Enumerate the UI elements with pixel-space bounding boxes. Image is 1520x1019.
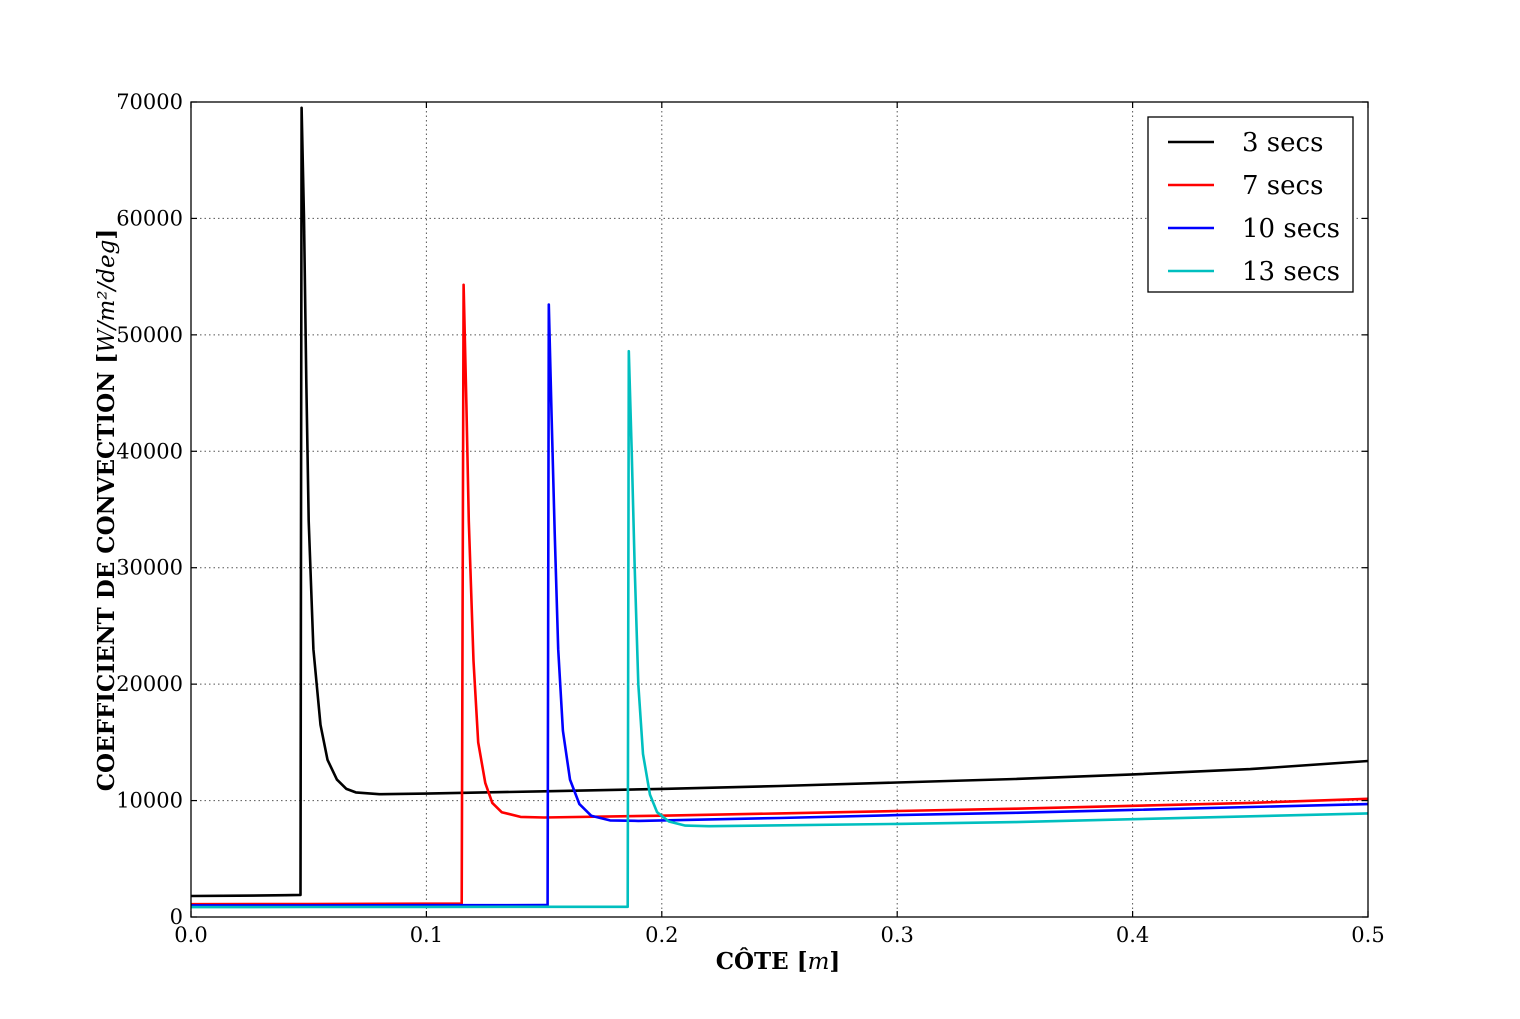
x-axis-label: CÔTE [m] — [716, 948, 841, 975]
y-axis-label: COEFFICIENT DE CONVECTION [W/m²/deg] — [93, 229, 120, 792]
plot-frame — [190, 101, 1369, 918]
y-tick-label: 40000 — [116, 439, 183, 463]
x-tick-label: 0.4 — [1116, 923, 1149, 947]
axis-ticks: 0.0 0.1 0.2 0.3 0.4 0.5 0 10000 20000 30000 40000 5… — [116, 90, 1385, 947]
legend-label: 7 secs — [1242, 171, 1323, 201]
y-tick-label: 30000 — [116, 556, 183, 580]
legend-label: 13 secs — [1242, 257, 1340, 287]
series-line-2 — [190, 283, 1369, 906]
y-tick-label: 70000 — [116, 90, 183, 114]
x-tick-label: 0.2 — [645, 923, 678, 947]
x-tick-label: 0.3 — [880, 923, 913, 947]
legend-label: 3 secs — [1242, 128, 1323, 158]
series-line-1 — [190, 106, 1369, 898]
y-tick-label: 20000 — [116, 672, 183, 696]
x-tick-label: 0.5 — [1351, 923, 1384, 947]
legend: 3 secs 7 secs 10 secs 13 secs — [1147, 116, 1354, 293]
series-line-3 — [191, 303, 1369, 907]
legend-label: 10 secs — [1242, 214, 1340, 244]
grid-lines — [191, 102, 1368, 917]
x-tick-label: 0.1 — [410, 923, 443, 947]
y-tick-label: 10000 — [116, 789, 183, 813]
series-lines — [190, 106, 1369, 909]
y-tick-label: 60000 — [116, 206, 183, 230]
legend-box — [1147, 116, 1354, 293]
y-tick-label: 50000 — [116, 323, 183, 347]
y-tick-label: 0 — [170, 905, 183, 929]
series-line-4 — [190, 349, 1369, 909]
x-tick-label: 0.0 — [174, 923, 207, 947]
